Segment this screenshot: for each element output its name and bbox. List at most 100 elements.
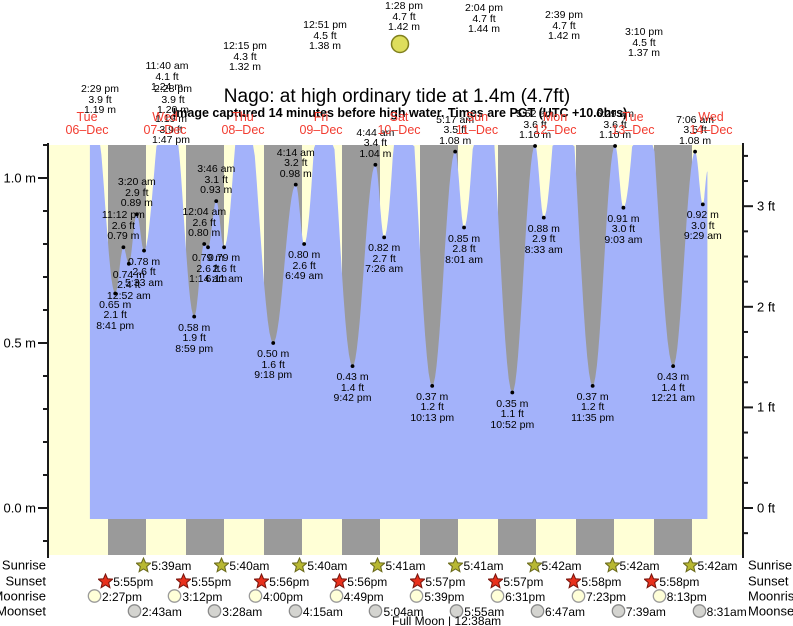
sunrise-time: 5:40am [307, 558, 348, 573]
tide-point-dot [134, 212, 139, 217]
sunrise-time: 5:41am [385, 558, 426, 573]
page-subtitle: Image captured 14 minutes before high wa… [172, 106, 628, 120]
moonset-time: 5:55am [464, 604, 505, 619]
astro-row-label-left-moonrise: Moonrise [0, 588, 46, 604]
sunrise-time: 5:42am [619, 558, 660, 573]
tide-point-dot [613, 144, 617, 148]
moonrise-time: 2:27pm [101, 589, 142, 604]
day-label: Wed 14–Dec [689, 110, 733, 137]
sunrise-star [369, 556, 387, 578]
tide-low-annotation: 0.92 m 3.0 ft 9:29 am [683, 209, 722, 243]
sunset-time: 5:56pm [269, 574, 310, 589]
sunrise-time: 5:42am [541, 558, 582, 573]
y-axis-right-label: 0 ft [757, 500, 776, 516]
tide-low-annotation: 0.78 m 2.6 ft 5:33 am [125, 255, 164, 289]
sunset-star [643, 572, 661, 594]
sunset-time: 5:57pm [503, 574, 544, 589]
day-label: Fri 09–Dec [299, 110, 343, 137]
tide-point-dot [373, 162, 378, 167]
tide-peak-annotation: 2:04 pm 4.7 ft 1.44 m [465, 2, 503, 35]
sunrise-time: 5:40am [229, 558, 270, 573]
y-axis-left-label: 0.0 m [3, 500, 36, 516]
astro-row-label-left-sunrise: Sunrise [1, 557, 46, 573]
y-axis-right-label: 1 ft [757, 399, 776, 415]
tide-high-annotation: 3:20 am 2.9 ft 0.89 m [117, 176, 156, 210]
moonset-time: 6:47am [545, 604, 586, 619]
sunset-time: 5:56pm [347, 574, 388, 589]
tide-low-annotation: 0.91 m 3.0 ft 9:03 am [604, 212, 643, 246]
tide-low-annotation: 0.43 m 1.4 ft 9:42 pm [333, 371, 372, 405]
tide-high-annotation: 7:06 am 3.5 ft 1.08 m [676, 113, 715, 147]
tide-low-annotation: 0.43 m 1.4 ft 12:21 am [651, 371, 696, 405]
sunrise-star [603, 556, 621, 578]
tide-low-annotation: 0.37 m 1.2 ft 11:35 pm [571, 390, 615, 424]
tide-point-dot [462, 225, 466, 230]
sunset-star [409, 572, 427, 594]
sunset-star [253, 572, 271, 594]
sunrise-star [447, 556, 465, 578]
sunrise-star [135, 556, 153, 578]
tide-high-annotation: 4:44 am 3.4 ft 1.04 m [356, 126, 395, 160]
sunset-time: 5:58pm [581, 574, 622, 589]
moonrise-circle [329, 588, 344, 609]
tide-high-annotation: 6:29 am 3.6 ft 1.10 m [596, 108, 635, 141]
tide-low-annotation: 0.58 m 1.9 ft 8:59 pm [175, 321, 214, 355]
sunrise-star [213, 556, 231, 578]
sunrise-time: 5:39am [151, 558, 192, 573]
sunset-star [331, 572, 349, 594]
tide-high-annotation: 5:52 am 3.6 ft 1.10 m [516, 108, 555, 141]
moonrise-time: 6:31pm [505, 589, 546, 604]
moonrise-circle [248, 588, 263, 609]
tide-point-dot [693, 149, 697, 154]
tide-high-annotation: 4:14 am 3.2 ft 0.98 m [276, 146, 315, 180]
tide-low-annotation: 0.88 m 2.9 ft 8:33 am [524, 222, 563, 256]
moonset-time: 2:43am [141, 604, 182, 619]
astro-row-label-left-sunset: Sunset [5, 573, 46, 589]
moonset-circle [288, 603, 303, 624]
sunrise-time: 5:41am [463, 558, 504, 573]
tide-peak-annotation: 12:51 pm 4.5 ft 1.38 m [303, 19, 347, 52]
moonset-circle [611, 603, 626, 624]
tide-peak-annotation: 2:28 pm 3.9 ft 1.20 m [154, 83, 192, 116]
tide-point-dot [510, 390, 515, 395]
tide-point-dot [350, 364, 355, 368]
moonrise-time: 8:13pm [666, 589, 707, 604]
tide-peak-annotation: 2:39 pm 4.7 ft 1.42 m [545, 9, 583, 42]
astro-row-label-right-sunset: Sunset [748, 573, 789, 589]
tide-water-area [89, 145, 708, 519]
moonrise-circle [167, 588, 182, 609]
day-label: Thu 08–Dec [221, 110, 265, 137]
tide-point-dot [113, 291, 118, 296]
tide-high-annotation: 5:17 am 3.5 ft 1.08 m [436, 113, 475, 147]
moonrise-time: 4:49pm [343, 589, 384, 604]
moonset-time: 7:39am [625, 604, 666, 619]
tide-point-dot [453, 149, 458, 154]
day-label: Mon 12–Dec [533, 110, 577, 137]
sunrise-star [681, 556, 699, 578]
astro-row-label-right-sunrise: Sunrise [748, 557, 793, 573]
tide-point-dot [302, 242, 307, 246]
sunrise-time: 5:42am [697, 558, 738, 573]
tide-low-annotation: 0.37 m 1.2 ft 10:13 pm [410, 390, 455, 424]
tide-point-dot [293, 182, 298, 187]
tide-low-annotation: 0.80 m 2.6 ft 6:49 am [285, 249, 324, 282]
moonrise-time: 7:23pm [585, 589, 627, 604]
tide-low-annotation: 0.79 m 2.6 ft 1:14 am [189, 252, 227, 286]
sunset-time: 5:55pm [113, 574, 154, 589]
moonset-circle [368, 603, 383, 624]
day-label: Tue 13–Dec [611, 110, 655, 137]
tide-point-dot [430, 384, 435, 388]
moonrise-time: 5:39pm [424, 589, 465, 604]
sunset-star [487, 572, 505, 594]
page-title: Nago: at high ordinary tide at 1.4m (4.7… [223, 86, 571, 107]
tide-point-dot [671, 364, 676, 368]
tide-point-dot [222, 245, 226, 250]
moonrise-circle [490, 588, 505, 609]
tide-point-dot [202, 242, 207, 246]
tide-low-annotation: 0.65 m 2.1 ft 8:41 pm [96, 298, 135, 332]
sunset-time: 5:57pm [425, 574, 466, 589]
sunset-time: 5:55pm [191, 574, 232, 589]
y-axis-right-label: 2 ft [757, 299, 776, 315]
